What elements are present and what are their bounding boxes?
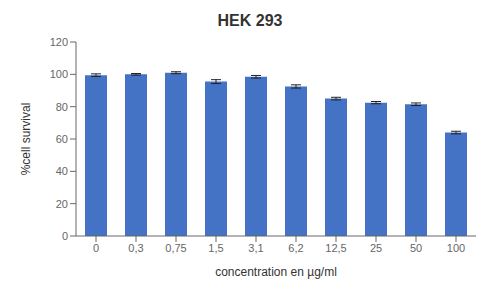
svg-text:1,5: 1,5 [208,242,223,254]
svg-text:50: 50 [410,242,422,254]
svg-text:concentration en µg/ml: concentration en µg/ml [215,265,337,279]
svg-text:0,3: 0,3 [128,242,143,254]
svg-text:100: 100 [50,68,68,80]
svg-text:6,2: 6,2 [288,242,303,254]
svg-text:20: 20 [56,198,68,210]
svg-text:100: 100 [447,242,465,254]
html-text:HEK 293: HEK 293 [217,12,283,29]
svg-text:80: 80 [56,101,68,113]
svg-text:0,75: 0,75 [165,242,186,254]
svg-text:25: 25 [370,242,382,254]
svg-text:120: 120 [50,36,68,48]
svg-text:60: 60 [56,133,68,145]
svg-text:3,1: 3,1 [248,242,263,254]
svg-text:%cell survival: %cell survival [19,103,33,176]
svg-text:40: 40 [56,165,68,177]
svg-text:0: 0 [93,242,99,254]
svg-text:0: 0 [62,230,68,242]
svg-text:12,5: 12,5 [325,242,346,254]
